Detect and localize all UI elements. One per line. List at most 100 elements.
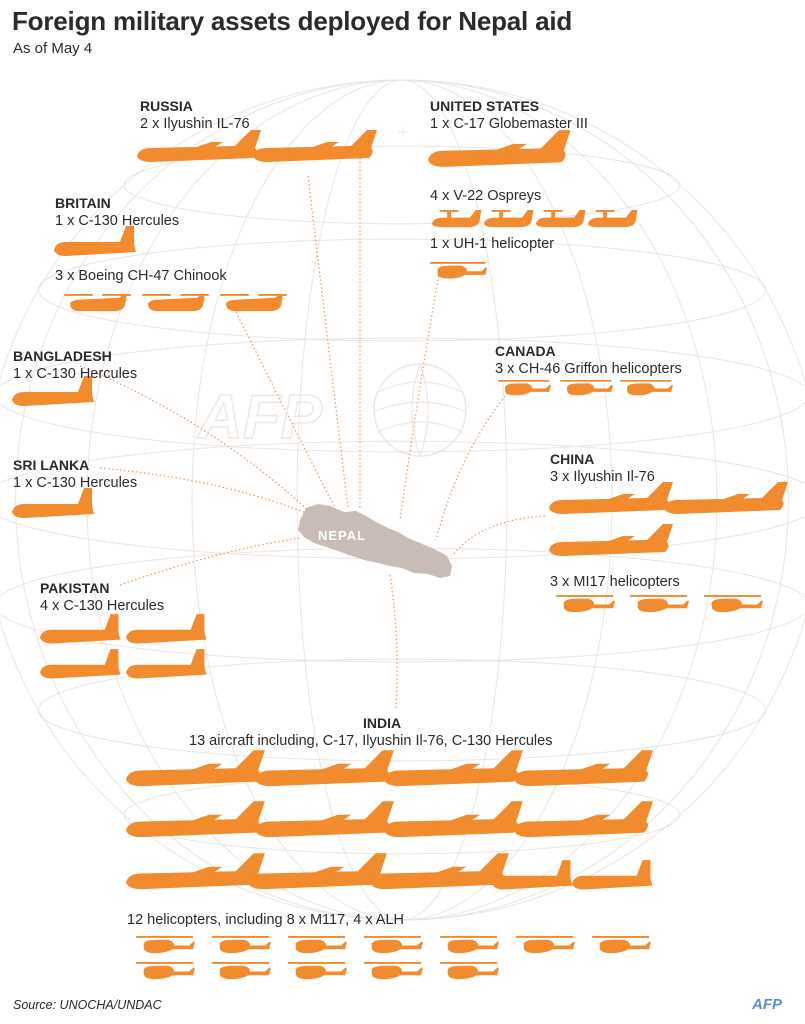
afp-logo: AFP xyxy=(752,996,782,1013)
nepal-label: NEPAL xyxy=(318,528,367,543)
asset-china-1: 3 x Ilyushin Il-76 xyxy=(550,469,655,485)
country-india: INDIA xyxy=(363,715,402,731)
helicopter-icon xyxy=(136,936,195,954)
asset-russia-1: 2 x Ilyushin IL-76 xyxy=(140,116,250,132)
helicopter-icon xyxy=(630,595,689,613)
osprey-icon xyxy=(484,210,534,228)
connector-line xyxy=(119,537,301,586)
connector-line xyxy=(399,267,441,521)
connector-line xyxy=(389,574,398,709)
helicopter-icon xyxy=(516,936,575,954)
transport-jet-icon xyxy=(664,482,788,514)
afp-watermark: AFP xyxy=(195,363,467,457)
connector-line xyxy=(435,389,511,541)
helicopter-icon xyxy=(556,595,615,613)
c17-icon xyxy=(428,130,571,167)
asset-pakistan-1: 4 x C-130 Hercules xyxy=(40,598,165,614)
title: Foreign military assets deployed for Nep… xyxy=(12,6,573,36)
connector-line xyxy=(99,467,319,519)
chinook-icon xyxy=(142,294,209,312)
osprey-icon xyxy=(432,210,482,228)
transport-jet-icon xyxy=(126,853,265,890)
transport-jet-icon xyxy=(255,801,394,838)
helicopter-icon xyxy=(440,936,499,954)
helicopter-icon xyxy=(620,380,673,396)
c130-icon xyxy=(12,488,94,518)
connector-lines xyxy=(79,150,546,709)
helicopter-icon xyxy=(364,962,423,980)
globe-parallel xyxy=(0,337,805,453)
transport-jet-icon xyxy=(514,801,653,838)
globe-parallel xyxy=(37,658,767,762)
transport-jet-icon xyxy=(137,130,261,162)
country-britain: BRITAIN xyxy=(55,195,111,211)
source-note: Source: UNOCHA/UNDAC xyxy=(13,998,162,1012)
helicopter-icon xyxy=(430,262,488,279)
c130-icon xyxy=(40,614,121,644)
c130-icon xyxy=(12,376,94,406)
transport-jet-icon xyxy=(248,853,387,890)
transport-jet-icon xyxy=(514,750,653,787)
connector-line xyxy=(235,311,337,511)
transport-jet-icon xyxy=(370,853,509,890)
globe-parallel xyxy=(123,145,681,225)
helicopter-icon xyxy=(592,936,651,954)
country-united-states: UNITED STATES xyxy=(430,98,540,114)
svg-text:AFP: AFP xyxy=(196,383,323,452)
country-pakistan: PAKISTAN xyxy=(40,580,110,596)
chinook-icon xyxy=(220,294,287,312)
helicopter-icon xyxy=(212,936,271,954)
c130-icon xyxy=(572,860,653,890)
transport-jet-icon xyxy=(126,750,265,787)
helicopter-icon xyxy=(212,962,271,980)
transport-jet-icon xyxy=(384,750,523,787)
asset-canada-1: 3 x CH-46 Griffon helicopters xyxy=(495,361,682,377)
asset-us-2: 4 x V-22 Ospreys xyxy=(430,188,542,204)
country-canada: CANADA xyxy=(495,343,556,359)
c130-icon xyxy=(54,226,136,256)
asset-us-1: 1 x C-17 Globemaster III xyxy=(430,116,588,132)
helicopter-icon xyxy=(288,936,347,954)
asset-sri-lanka-1: 1 x C-130 Hercules xyxy=(13,475,138,491)
asset-india-2: 12 helicopters, including 8 x M117, 4 x … xyxy=(127,912,405,928)
osprey-icon xyxy=(536,210,586,228)
helicopter-icon xyxy=(288,962,347,980)
country-russia: RUSSIA xyxy=(140,98,193,114)
c130-icon xyxy=(40,649,121,679)
country-sri-lanka: SRI LANKA xyxy=(13,457,90,473)
transport-jet-icon xyxy=(255,750,394,787)
transport-jet-icon xyxy=(253,130,377,162)
country-bangladesh: BANGLADESH xyxy=(13,348,112,364)
transport-jet-icon xyxy=(549,524,673,556)
asset-india-1: 13 aircraft including, C-17, Ilyushin Il… xyxy=(189,733,553,749)
c130-icon xyxy=(126,614,207,644)
connector-line xyxy=(451,515,546,557)
asset-china-2: 3 x MI17 helicopters xyxy=(550,574,680,590)
transport-jet-icon xyxy=(126,801,265,838)
transport-jet-icon xyxy=(384,801,523,838)
helicopter-icon xyxy=(440,962,499,980)
transport-jet-icon xyxy=(549,482,673,514)
nepal-map xyxy=(298,504,452,578)
chinook-icon xyxy=(64,294,131,312)
osprey-icon xyxy=(588,210,638,228)
asset-britain-1: 1 x C-130 Hercules xyxy=(55,213,180,229)
globe-parallel xyxy=(37,238,767,342)
globe-crosshair xyxy=(398,127,408,137)
globe-meridian xyxy=(296,79,508,921)
asset-bangladesh-1: 1 x C-130 Hercules xyxy=(13,366,138,382)
helicopter-icon xyxy=(136,962,195,980)
c130-icon xyxy=(126,649,207,679)
helicopter-icon xyxy=(704,595,763,613)
c130-icon xyxy=(492,860,573,890)
helicopter-icon xyxy=(498,380,551,396)
country-china: CHINA xyxy=(550,451,595,467)
asset-britain-2: 3 x Boeing CH-47 Chinook xyxy=(55,268,227,284)
globe-meridian xyxy=(15,79,789,921)
aircraft-icons xyxy=(12,130,788,980)
connector-line xyxy=(307,175,349,509)
helicopter-icon xyxy=(560,380,613,396)
globe-meridian xyxy=(191,79,613,921)
asset-us-3: 1 x UH-1 helicopter xyxy=(430,236,555,252)
